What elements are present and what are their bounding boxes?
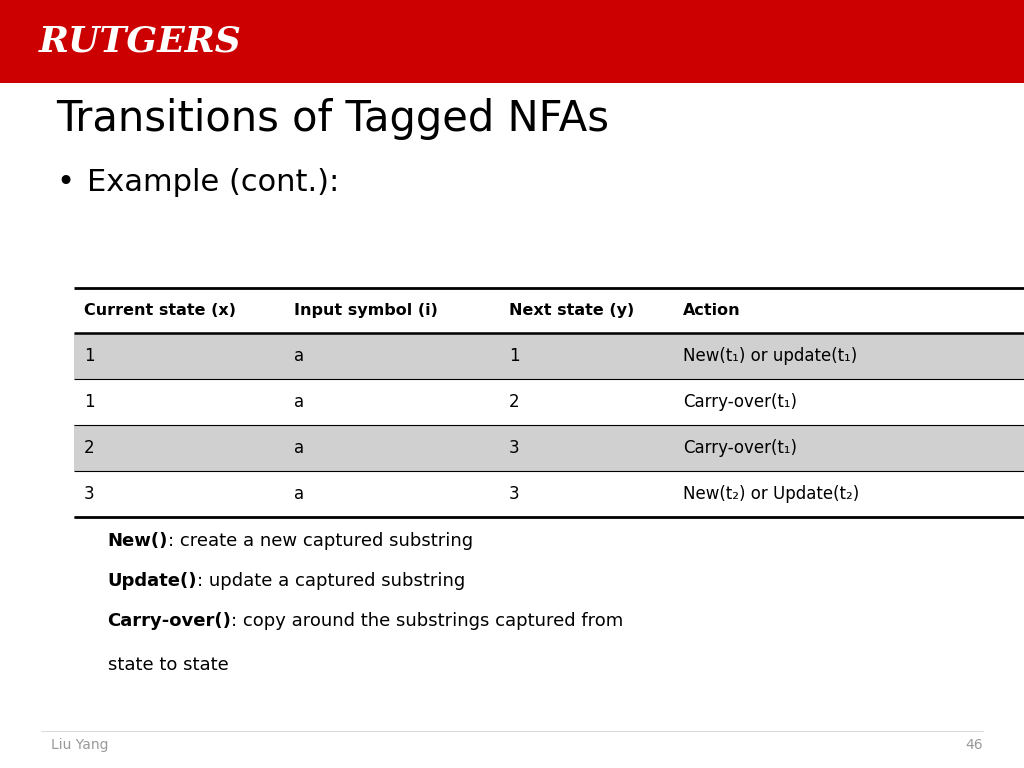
- Text: Liu Yang: Liu Yang: [51, 738, 109, 752]
- Text: Input symbol (i): Input symbol (i): [294, 303, 438, 318]
- FancyBboxPatch shape: [74, 425, 1024, 471]
- Text: Next state (y): Next state (y): [509, 303, 634, 318]
- Text: RUTGERS: RUTGERS: [39, 25, 242, 58]
- Text: 1: 1: [509, 346, 519, 365]
- Text: 3: 3: [84, 485, 94, 503]
- Text: 2: 2: [509, 392, 519, 411]
- Text: •: •: [56, 168, 75, 197]
- Text: New(): New(): [108, 532, 168, 551]
- Text: Update(): Update(): [108, 572, 197, 591]
- Text: Carry-over(t₁): Carry-over(t₁): [683, 392, 797, 411]
- Text: New(t₁) or update(t₁): New(t₁) or update(t₁): [683, 346, 857, 365]
- Text: 1: 1: [84, 346, 94, 365]
- FancyBboxPatch shape: [0, 0, 1024, 83]
- Text: Carry-over(): Carry-over(): [108, 612, 231, 631]
- Text: 3: 3: [509, 439, 519, 457]
- Text: 1: 1: [84, 392, 94, 411]
- Text: : copy around the substrings captured from: : copy around the substrings captured fr…: [231, 612, 624, 631]
- Text: 46: 46: [966, 738, 983, 752]
- Text: New(t₂) or Update(t₂): New(t₂) or Update(t₂): [683, 485, 859, 503]
- Text: Example (cont.):: Example (cont.):: [87, 168, 339, 197]
- Text: Carry-over(t₁): Carry-over(t₁): [683, 439, 797, 457]
- Text: : update a captured substring: : update a captured substring: [197, 572, 465, 591]
- Text: a: a: [294, 392, 304, 411]
- Text: : create a new captured substring: : create a new captured substring: [168, 532, 473, 551]
- Text: 2: 2: [84, 439, 94, 457]
- Text: 3: 3: [509, 485, 519, 503]
- Text: Current state (x): Current state (x): [84, 303, 236, 318]
- FancyBboxPatch shape: [74, 333, 1024, 379]
- Text: a: a: [294, 439, 304, 457]
- Text: Transitions of Tagged NFAs: Transitions of Tagged NFAs: [56, 98, 609, 140]
- Text: a: a: [294, 485, 304, 503]
- Text: state to state: state to state: [108, 656, 228, 674]
- Text: Action: Action: [683, 303, 740, 318]
- Text: a: a: [294, 346, 304, 365]
